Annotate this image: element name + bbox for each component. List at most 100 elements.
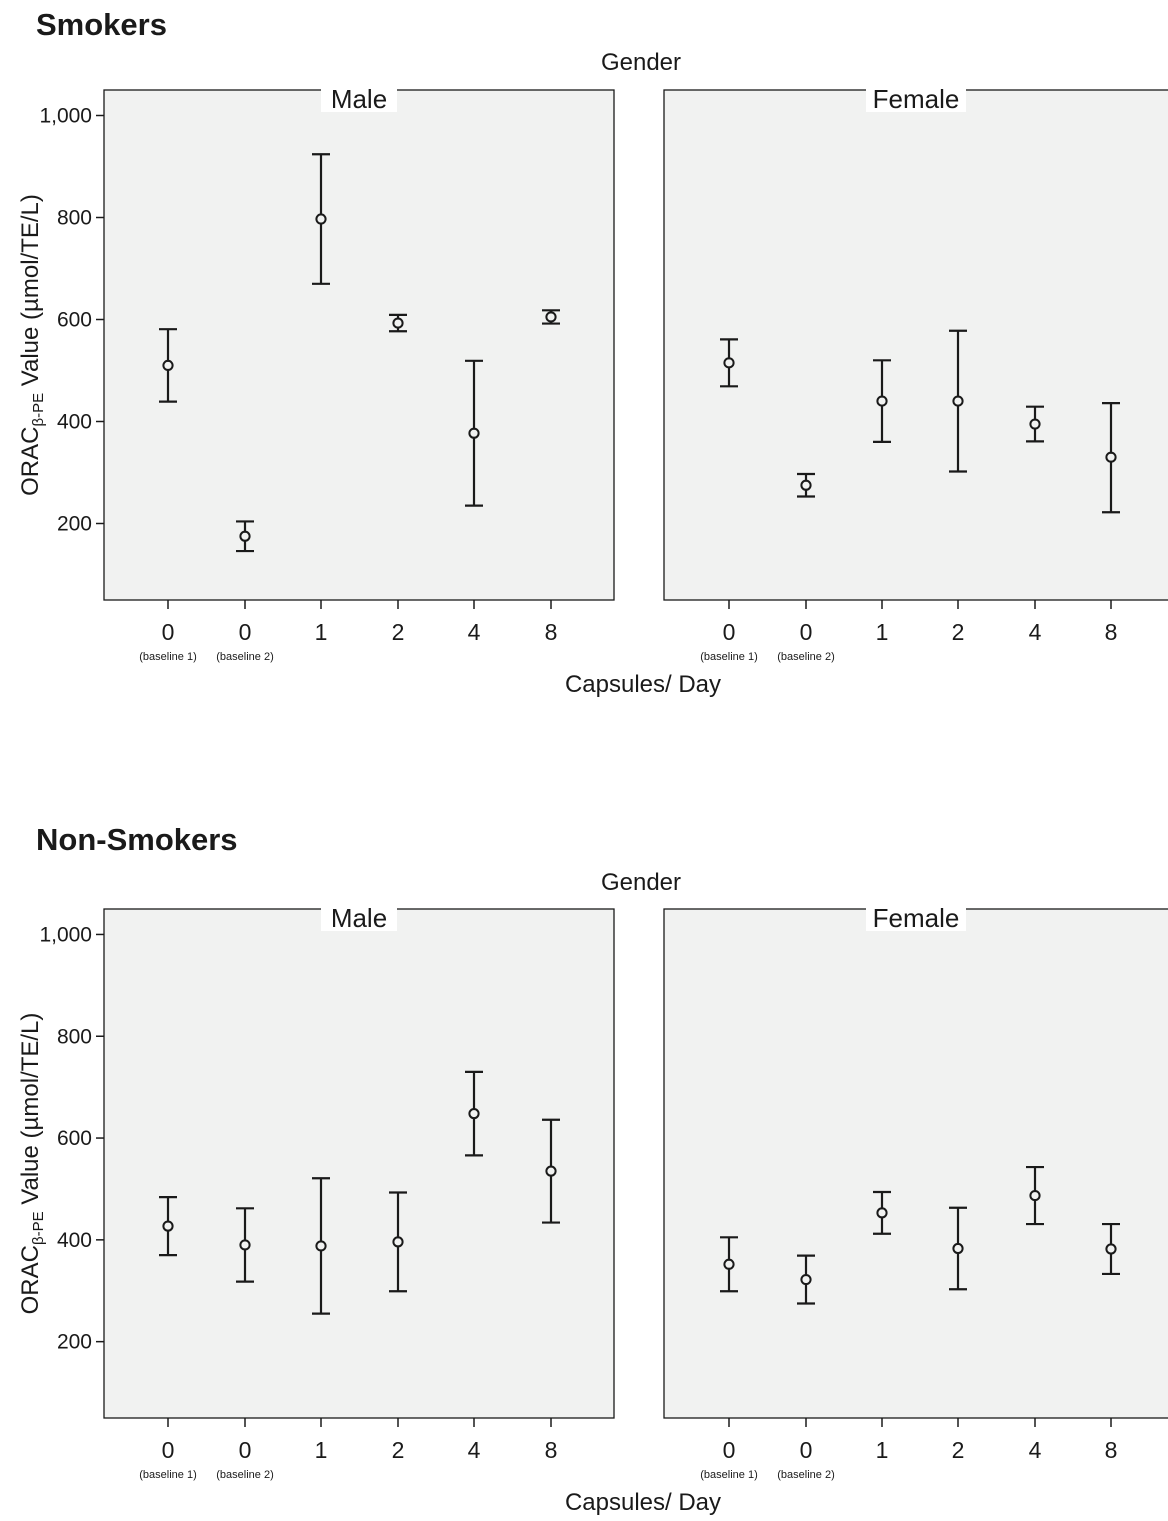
y-axis-label: ORACβ-PE Value (µmol/TE/L): [17, 194, 47, 496]
mean-point: [800, 479, 812, 491]
x-tick-label: 0: [723, 1437, 736, 1463]
error-bar: [389, 1191, 407, 1293]
y-tick-label: 400: [57, 411, 92, 434]
mean-point-fill: [470, 1110, 478, 1118]
error-bar: [465, 359, 483, 507]
x-tick-label: 8: [1105, 619, 1118, 645]
x-tick-label: 1: [876, 1437, 889, 1463]
mean-point: [545, 1165, 557, 1177]
mean-point-fill: [394, 1238, 402, 1246]
mean-point-fill: [878, 1209, 886, 1217]
error-bar: [542, 1118, 560, 1224]
mean-point-fill: [164, 1222, 172, 1230]
panel-background: [103, 908, 615, 1419]
y-tick-label: 800: [57, 1025, 92, 1048]
mean-point-fill: [241, 532, 249, 540]
x-tick-sublabel: (baseline 1): [139, 651, 196, 663]
mean-point-fill: [802, 481, 810, 489]
section-title: Non-Smokers: [36, 822, 238, 857]
x-tick-label: 2: [392, 1437, 405, 1463]
strip-label: Female: [873, 84, 960, 114]
section-title: Smokers: [36, 7, 167, 42]
mean-point: [315, 1240, 327, 1252]
x-tick-label: 4: [1029, 1437, 1042, 1463]
mean-point: [952, 1242, 964, 1255]
x-tick-sublabel: (baseline 1): [700, 1469, 757, 1481]
x-axis-label: Capsules/ Day: [565, 1489, 721, 1516]
mean-point: [1105, 451, 1117, 463]
x-tick-sublabel: (baseline 2): [216, 651, 273, 663]
mean-point-fill: [1107, 453, 1115, 461]
strip-label: Male: [331, 84, 387, 114]
chart-1: Non-Smokers Gender ORACβ-PE Value (µmol/TE…: [17, 822, 1168, 1516]
strip-label-bg: [866, 86, 966, 112]
mean-point: [723, 357, 735, 369]
x-tick-label: 0: [162, 1437, 175, 1463]
mean-point-fill: [954, 397, 962, 405]
mean-point: [800, 1273, 812, 1286]
x-tick-label: 0: [723, 619, 736, 645]
x-tick-label: 8: [1105, 1437, 1118, 1463]
x-tick-label: 2: [952, 619, 965, 645]
x-tick-label: 0: [239, 619, 252, 645]
y-tick-label: 600: [57, 1127, 92, 1150]
x-tick-sublabel: (baseline 2): [777, 651, 834, 663]
mean-point: [1029, 418, 1041, 430]
y-axis-label-main: ORAC: [17, 427, 44, 496]
mean-point-fill: [317, 215, 325, 223]
x-tick-sublabel: (baseline 1): [139, 1469, 196, 1481]
facet-title: Gender: [601, 869, 681, 896]
y-axis-label-rest: Value (µmol/TE/L): [17, 194, 44, 393]
mean-point-fill: [878, 397, 886, 405]
mean-point: [545, 311, 557, 323]
strip-label-bg: [321, 905, 397, 931]
y-axis-label-main: ORAC: [17, 1245, 44, 1314]
x-tick-sublabel: (baseline 2): [777, 1469, 834, 1481]
y-tick-label: 200: [57, 1331, 92, 1354]
x-tick-label: 1: [315, 619, 328, 645]
mean-point: [1029, 1189, 1041, 1202]
x-tick-label: 2: [392, 619, 405, 645]
mean-point-fill: [317, 1242, 325, 1250]
error-bar: [1026, 1165, 1044, 1226]
chart-0: Smokers Gender ORACβ-PE Value (µmol/TE/L) 2…: [17, 7, 1168, 698]
mean-point: [315, 213, 327, 225]
mean-point-fill: [547, 1167, 555, 1175]
error-bar: [797, 472, 815, 498]
x-tick-sublabel: (baseline 1): [700, 651, 757, 663]
x-tick-label: 0: [239, 1437, 252, 1463]
y-axis-label-rest: Value (µmol/TE/L): [17, 1013, 44, 1212]
error-bar: [949, 1206, 967, 1291]
y-tick-label: 1,000: [39, 105, 92, 128]
panel-background: [663, 89, 1168, 601]
error-bar: [312, 153, 330, 285]
panel-female: Female 0 (baseline 1) 0 (baseline 2) 1 2 4 8: [663, 903, 1168, 1481]
mean-point: [392, 317, 404, 329]
error-bar: [159, 328, 177, 403]
x-tick-label: 8: [545, 619, 558, 645]
x-tick-label: 1: [315, 1437, 328, 1463]
error-bar: [797, 1254, 815, 1305]
error-bar: [873, 359, 891, 443]
y-axis-label: ORACβ-PE Value (µmol/TE/L): [17, 1013, 47, 1315]
error-bar: [542, 309, 560, 325]
mean-point: [162, 359, 174, 371]
strip-label-bg: [321, 86, 397, 112]
error-bar: [236, 1207, 254, 1283]
error-bar: [465, 1070, 483, 1157]
mean-point-fill: [1031, 420, 1039, 428]
mean-point-fill: [164, 361, 172, 369]
mean-point-fill: [241, 1241, 249, 1249]
mean-point-fill: [725, 1260, 733, 1268]
mean-point: [239, 530, 251, 542]
mean-point: [723, 1258, 735, 1270]
panel-background: [663, 908, 1168, 1419]
error-bar: [159, 1195, 177, 1257]
mean-point: [162, 1220, 174, 1232]
x-tick-label: 4: [1029, 619, 1042, 645]
mean-point-fill: [802, 1275, 810, 1284]
y-tick-label: 200: [57, 513, 92, 536]
error-bar: [1026, 405, 1044, 443]
mean-point: [876, 395, 888, 407]
